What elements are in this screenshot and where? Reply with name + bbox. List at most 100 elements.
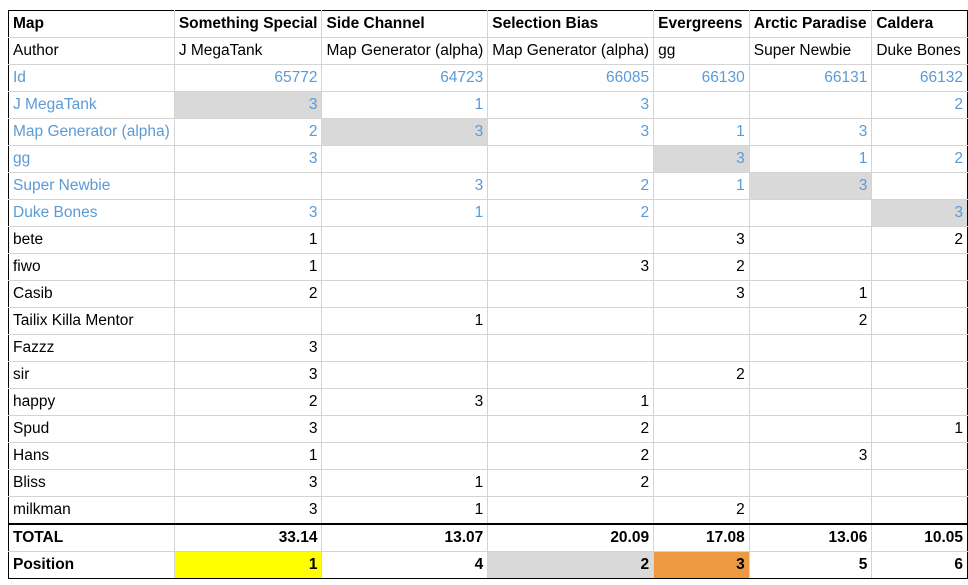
map-author-cell[interactable]: Duke Bones [871, 37, 968, 65]
vote-cell[interactable]: 3 [174, 496, 323, 525]
total-cell[interactable]: 13.07 [321, 523, 489, 552]
position-label[interactable]: Position [8, 551, 175, 579]
vote-cell[interactable] [749, 226, 873, 254]
vote-cell[interactable] [871, 118, 968, 146]
vote-cell[interactable]: 3 [174, 199, 323, 227]
vote-cell[interactable] [871, 172, 968, 200]
vote-cell[interactable] [321, 145, 489, 173]
vote-cell[interactable] [487, 307, 655, 335]
vote-cell[interactable] [487, 280, 655, 308]
vote-cell[interactable] [749, 496, 873, 525]
map-author-cell[interactable]: Super Newbie [749, 37, 873, 65]
vote-cell[interactable]: 3 [174, 361, 323, 389]
map-id-cell[interactable]: 66130 [653, 64, 750, 92]
position-cell[interactable]: 1 [174, 551, 323, 579]
vote-cell[interactable]: 2 [871, 145, 968, 173]
vote-cell[interactable]: 2 [487, 199, 655, 227]
vote-cell[interactable]: 1 [321, 307, 489, 335]
vote-cell[interactable]: 2 [871, 91, 968, 119]
vote-cell[interactable] [174, 172, 323, 200]
map-author-cell[interactable]: Map Generator (alpha) [487, 37, 655, 65]
vote-cell[interactable] [321, 226, 489, 254]
vote-cell[interactable] [653, 415, 750, 443]
voter-name-map-generator-alpha[interactable]: Map Generator (alpha) [8, 118, 175, 146]
vote-cell[interactable]: 1 [321, 469, 489, 497]
vote-cell[interactable]: 3 [653, 280, 750, 308]
vote-cell[interactable] [871, 280, 968, 308]
map-id-cell[interactable]: 66085 [487, 64, 655, 92]
vote-cell[interactable] [174, 307, 323, 335]
vote-cell[interactable]: 3 [749, 118, 873, 146]
position-cell[interactable]: 3 [653, 551, 750, 579]
vote-cell[interactable]: 1 [749, 145, 873, 173]
voter-name-casib[interactable]: Casib [8, 280, 175, 308]
vote-cell[interactable] [871, 334, 968, 362]
vote-cell[interactable] [653, 91, 750, 119]
vote-cell[interactable]: 3 [749, 172, 873, 200]
vote-cell[interactable]: 2 [653, 361, 750, 389]
map-author-cell[interactable]: gg [653, 37, 750, 65]
vote-cell[interactable] [871, 442, 968, 470]
voter-name-fiwo[interactable]: fiwo [8, 253, 175, 281]
vote-cell[interactable] [653, 307, 750, 335]
vote-cell[interactable] [487, 226, 655, 254]
vote-cell[interactable] [653, 442, 750, 470]
vote-cell[interactable] [871, 361, 968, 389]
vote-cell[interactable]: 3 [321, 118, 489, 146]
vote-cell[interactable]: 3 [174, 145, 323, 173]
voter-name-happy[interactable]: happy [8, 388, 175, 416]
vote-cell[interactable]: 1 [321, 199, 489, 227]
vote-cell[interactable] [871, 307, 968, 335]
vote-cell[interactable] [749, 388, 873, 416]
map-name-cell[interactable]: Caldera [871, 10, 968, 38]
voter-name-milkman[interactable]: milkman [8, 496, 175, 525]
vote-cell[interactable]: 1 [174, 442, 323, 470]
vote-cell[interactable] [487, 361, 655, 389]
vote-cell[interactable] [321, 442, 489, 470]
voter-name-spud[interactable]: Spud [8, 415, 175, 443]
voter-name-fazzz[interactable]: Fazzz [8, 334, 175, 362]
vote-cell[interactable]: 3 [749, 442, 873, 470]
total-cell[interactable]: 13.06 [749, 523, 873, 552]
vote-cell[interactable]: 3 [871, 199, 968, 227]
total-cell[interactable]: 20.09 [487, 523, 655, 552]
voter-name-super-newbie[interactable]: Super Newbie [8, 172, 175, 200]
vote-cell[interactable] [653, 388, 750, 416]
map-id-cell[interactable]: 66131 [749, 64, 873, 92]
vote-cell[interactable] [871, 388, 968, 416]
vote-cell[interactable] [749, 415, 873, 443]
vote-cell[interactable]: 1 [321, 91, 489, 119]
vote-cell[interactable]: 2 [174, 118, 323, 146]
vote-cell[interactable] [749, 469, 873, 497]
vote-cell[interactable] [749, 334, 873, 362]
vote-cell[interactable]: 2 [653, 496, 750, 525]
voter-name-bliss[interactable]: Bliss [8, 469, 175, 497]
vote-cell[interactable]: 3 [174, 334, 323, 362]
vote-cell[interactable] [871, 469, 968, 497]
vote-cell[interactable]: 1 [871, 415, 968, 443]
map-id-cell[interactable]: 64723 [321, 64, 489, 92]
vote-cell[interactable] [749, 199, 873, 227]
vote-cell[interactable]: 3 [174, 469, 323, 497]
map-label[interactable]: Map [8, 10, 175, 38]
position-cell[interactable]: 4 [321, 551, 489, 579]
vote-cell[interactable]: 3 [487, 118, 655, 146]
position-cell[interactable]: 6 [871, 551, 968, 579]
voter-name-tailix-killa-mentor[interactable]: Tailix Killa Mentor [8, 307, 175, 335]
vote-cell[interactable] [321, 280, 489, 308]
vote-cell[interactable]: 2 [487, 172, 655, 200]
vote-cell[interactable] [749, 253, 873, 281]
vote-cell[interactable]: 2 [871, 226, 968, 254]
vote-cell[interactable]: 2 [653, 253, 750, 281]
map-id-cell[interactable]: 65772 [174, 64, 323, 92]
vote-cell[interactable]: 2 [487, 415, 655, 443]
vote-cell[interactable]: 1 [749, 280, 873, 308]
total-cell[interactable]: 10.05 [871, 523, 968, 552]
position-cell[interactable]: 2 [487, 551, 655, 579]
vote-cell[interactable] [321, 415, 489, 443]
vote-cell[interactable] [653, 334, 750, 362]
vote-cell[interactable] [749, 91, 873, 119]
map-name-cell[interactable]: Arctic Paradise [749, 10, 873, 38]
map-name-cell[interactable]: Selection Bias [487, 10, 655, 38]
vote-cell[interactable] [321, 334, 489, 362]
